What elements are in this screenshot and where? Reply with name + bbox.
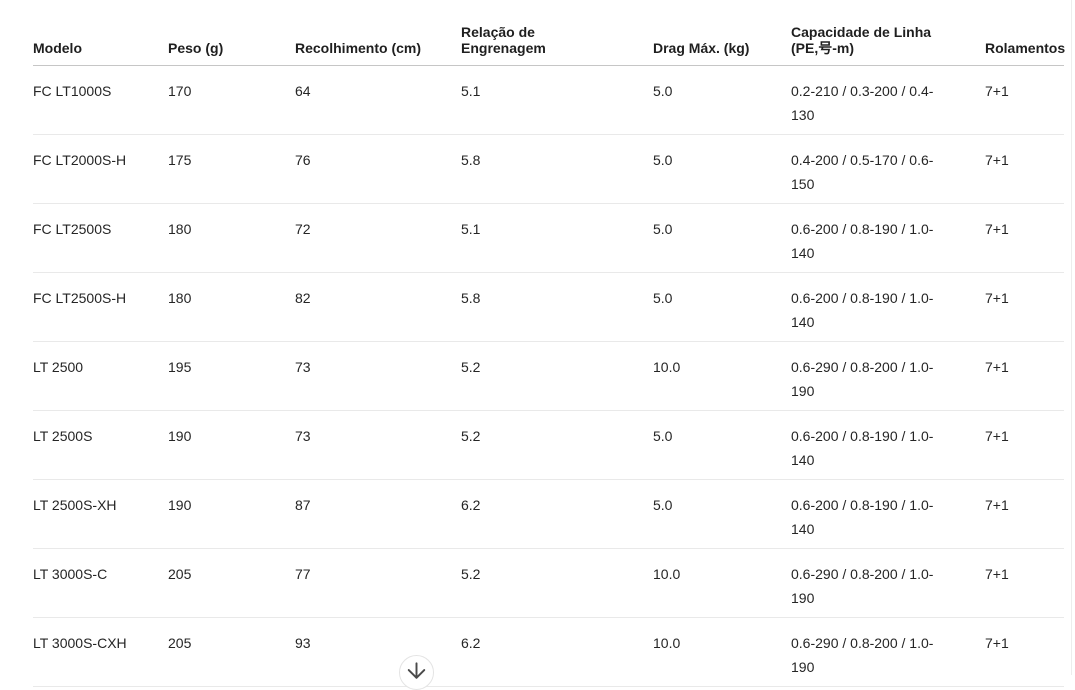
cell-peso: 180 xyxy=(168,203,295,273)
cell-rolamentos: 7+1 xyxy=(985,272,1064,342)
cell-relacao: 6.2 xyxy=(461,617,653,687)
cell-modelo: FC LT2000S-H xyxy=(33,134,168,204)
cell-drag: 5.0 xyxy=(653,203,791,273)
column-header-label: Recolhimento (cm) xyxy=(295,40,422,56)
table-row: LT 2500S-XH 190 87 6.2 5.0 0.6-200 / 0.8-190 … xyxy=(33,479,1064,549)
cell-capacidade: 0.6-200 / 0.8-190 / 1.0-140 xyxy=(791,203,985,273)
cell-rolamentos: 7+1 xyxy=(985,203,1064,273)
table-header-row: Modelo Peso (g) Recolhimento (cm) Relação d… xyxy=(33,0,1066,66)
cell-drag: 5.0 xyxy=(653,65,791,135)
cell-relacao: 6.2 xyxy=(461,479,653,549)
column-header-label: Capacidade de Linha (PE,号-m) xyxy=(791,24,932,56)
cell-recolhimento: 64 xyxy=(295,65,461,135)
cell-modelo: LT 3000S-C xyxy=(33,548,168,618)
cell-rolamentos: 7+1 xyxy=(985,548,1064,618)
cell-relacao: 5.2 xyxy=(461,548,653,618)
cell-recolhimento: 73 xyxy=(295,341,461,411)
cell-relacao: 5.2 xyxy=(461,410,653,480)
cell-peso: 175 xyxy=(168,134,295,204)
cell-drag: 10.0 xyxy=(653,617,791,687)
cell-drag: 10.0 xyxy=(653,341,791,411)
cell-peso: 180 xyxy=(168,272,295,342)
cell-drag: 5.0 xyxy=(653,134,791,204)
cell-recolhimento: 82 xyxy=(295,272,461,342)
column-header-label: Peso (g) xyxy=(168,40,224,56)
column-header-label: Relação de Engrenagem xyxy=(461,24,546,56)
cell-rolamentos: 7+1 xyxy=(985,341,1064,411)
cell-drag: 5.0 xyxy=(653,272,791,342)
column-header-capacidade: Capacidade de Linha (PE,号-m) xyxy=(791,0,985,66)
scroll-down-button[interactable] xyxy=(399,655,434,690)
cell-rolamentos: 7+1 xyxy=(985,134,1064,204)
cell-rolamentos: 7+1 xyxy=(985,617,1064,687)
cell-recolhimento: 73 xyxy=(295,410,461,480)
column-header-label: Modelo xyxy=(33,40,82,56)
cell-peso: 205 xyxy=(168,617,295,687)
cell-drag: 5.0 xyxy=(653,410,791,480)
cell-modelo: LT 2500S xyxy=(33,410,168,480)
cell-modelo: LT 3000S-CXH xyxy=(33,617,168,687)
cell-modelo: FC LT2500S-H xyxy=(33,272,168,342)
spec-table: Modelo Peso (g) Recolhimento (cm) Relação d… xyxy=(33,0,1066,687)
cell-rolamentos: 7+1 xyxy=(985,410,1064,480)
table-row: LT 3000S-CXH 205 93 6.2 10.0 0.6-290 / 0.8-20… xyxy=(33,617,1064,687)
cell-peso: 190 xyxy=(168,479,295,549)
cell-capacidade: 0.6-200 / 0.8-190 / 1.0-140 xyxy=(791,410,985,480)
table-row: FC LT2500S-H 180 82 5.8 5.0 0.6-200 / 0.8-190… xyxy=(33,272,1064,342)
table-row: LT 2500S 190 73 5.2 5.0 0.6-200 / 0.8-190 / 1… xyxy=(33,410,1064,480)
cell-relacao: 5.2 xyxy=(461,341,653,411)
column-header-rolamentos: Rolamentos xyxy=(985,0,1066,66)
cell-recolhimento: 93 xyxy=(295,617,461,687)
column-header-label: Drag Máx. (kg) xyxy=(653,40,750,56)
table-header: Modelo Peso (g) Recolhimento (cm) Relação d… xyxy=(33,0,1066,66)
table-row: FC LT2000S-H 175 76 5.8 5.0 0.4-200 / 0.5-170… xyxy=(33,134,1064,204)
cell-recolhimento: 87 xyxy=(295,479,461,549)
cell-peso: 170 xyxy=(168,65,295,135)
cell-modelo: FC LT1000S xyxy=(33,65,168,135)
cell-capacidade: 0.6-290 / 0.8-200 / 1.0-190 xyxy=(791,341,985,411)
cell-modelo: LT 2500S-XH xyxy=(33,479,168,549)
cell-relacao: 5.1 xyxy=(461,65,653,135)
cell-drag: 5.0 xyxy=(653,479,791,549)
cell-peso: 205 xyxy=(168,548,295,618)
cell-rolamentos: 7+1 xyxy=(985,479,1064,549)
column-header-modelo: Modelo xyxy=(33,0,168,66)
cell-capacidade: 0.4-200 / 0.5-170 / 0.6-150 xyxy=(791,134,985,204)
cell-capacidade: 0.6-200 / 0.8-190 / 1.0-140 xyxy=(791,272,985,342)
column-header-recolhimento: Recolhimento (cm) xyxy=(295,0,461,66)
cell-recolhimento: 76 xyxy=(295,134,461,204)
column-header-relacao: Relação de Engrenagem xyxy=(461,0,653,66)
cell-modelo: LT 2500 xyxy=(33,341,168,411)
down-arrow-icon xyxy=(407,661,426,679)
cell-drag: 10.0 xyxy=(653,548,791,618)
cell-peso: 195 xyxy=(168,341,295,411)
cell-capacidade: 0.6-200 / 0.8-190 / 1.0-140 xyxy=(791,479,985,549)
cell-capacidade: 0.6-290 / 0.8-200 / 1.0-190 xyxy=(791,617,985,687)
cell-relacao: 5.1 xyxy=(461,203,653,273)
table-row: LT 3000S-C 205 77 5.2 10.0 0.6-290 / 0.8-200 … xyxy=(33,548,1064,618)
cell-recolhimento: 72 xyxy=(295,203,461,273)
table-row: LT 2500 195 73 5.2 10.0 0.6-290 / 0.8-200 / 1… xyxy=(33,341,1064,411)
cell-modelo: FC LT2500S xyxy=(33,203,168,273)
table-row: FC LT2500S 180 72 5.1 5.0 0.6-200 / 0.8-190 /… xyxy=(33,203,1064,273)
cell-capacidade: 0.2-210 / 0.3-200 / 0.4-130 xyxy=(791,65,985,135)
cell-peso: 190 xyxy=(168,410,295,480)
column-header-peso: Peso (g) xyxy=(168,0,295,66)
table-row: FC LT1000S 170 64 5.1 5.0 0.2-210 / 0.3-200 /… xyxy=(33,65,1064,135)
cell-rolamentos: 7+1 xyxy=(985,65,1064,135)
cell-recolhimento: 77 xyxy=(295,548,461,618)
column-header-drag: Drag Máx. (kg) xyxy=(653,0,791,66)
cell-capacidade: 0.6-290 / 0.8-200 / 1.0-190 xyxy=(791,548,985,618)
cell-relacao: 5.8 xyxy=(461,134,653,204)
table-right-edge-divider xyxy=(1071,0,1072,675)
column-header-label: Rolamentos xyxy=(985,40,1066,56)
cell-relacao: 5.8 xyxy=(461,272,653,342)
